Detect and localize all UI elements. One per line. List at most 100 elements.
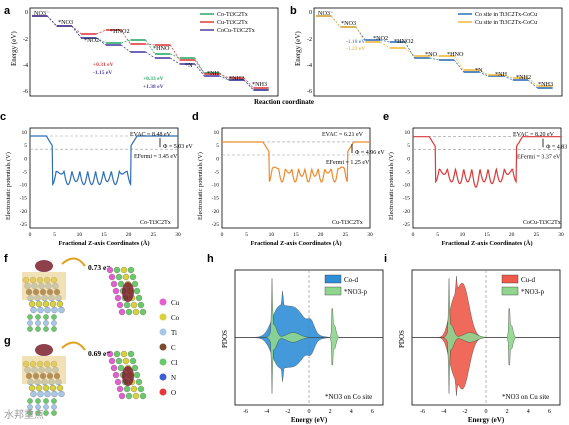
panel-f-label: f <box>4 253 8 265</box>
atom <box>44 390 51 398</box>
panel-a-ylabel: Energy (eV) <box>10 31 18 66</box>
co-site-connector <box>527 79 538 89</box>
xtick: 2 <box>506 409 509 415</box>
xtick: 0 <box>308 409 311 415</box>
xtick: 25 <box>343 232 349 238</box>
ytick: -5 <box>405 169 410 175</box>
xtick: -2 <box>462 409 467 415</box>
atom <box>43 320 49 326</box>
atom <box>43 410 49 416</box>
no3-p-pdos <box>235 278 383 394</box>
atom <box>27 314 33 320</box>
cu-site-connector <box>330 15 341 28</box>
atom <box>125 392 133 400</box>
xtick: 20 <box>126 232 132 238</box>
atom <box>131 364 139 372</box>
ytick: -25 <box>20 222 28 228</box>
legend-a-item: Co-Ti3C2Tx <box>217 12 248 18</box>
state-label: *NH3 <box>538 81 553 88</box>
atom <box>37 390 44 398</box>
xtick: 0 <box>485 409 488 415</box>
panel-b-ytick: -4 <box>307 63 312 69</box>
legend-swatch <box>324 286 342 296</box>
xtick: -6 <box>243 409 248 415</box>
co-connector <box>219 72 230 81</box>
atom <box>42 300 50 308</box>
atom <box>51 306 58 314</box>
state-label: *NH <box>207 70 220 77</box>
atom <box>58 306 65 314</box>
xtick: 0 <box>221 232 224 238</box>
state-label: *NO3 <box>341 20 356 27</box>
state-label: NO3⁻ <box>34 10 49 17</box>
cu-connector <box>96 29 106 35</box>
atom <box>110 364 118 372</box>
xtick: 4 <box>527 409 530 415</box>
watermark: 水邦重点 <box>4 410 44 421</box>
annotation-a: +0.31 eV <box>93 62 114 68</box>
state-label: *NH <box>495 71 508 78</box>
phi-label: Φ = 4.96 eV <box>355 150 385 156</box>
atom <box>131 280 139 288</box>
evac-label: EVAC = 8.20 eV <box>513 132 555 138</box>
state-label: *HNO2 <box>110 28 130 35</box>
atom <box>116 301 124 309</box>
co-site-connector <box>380 39 390 43</box>
xlabel: Energy (eV) <box>291 416 328 424</box>
co-connector <box>120 39 131 44</box>
potential-curve <box>30 135 178 187</box>
atom <box>127 350 135 358</box>
ylabel: Electrostatic potentials (V) <box>388 152 395 220</box>
atom <box>58 390 65 398</box>
co-site-connector <box>453 59 464 73</box>
atom <box>108 273 116 281</box>
ylabel: Electrostatic potentials (V) <box>197 152 204 220</box>
atom <box>120 266 128 274</box>
panel-a-ytick: -6 <box>23 89 28 95</box>
xtick: 4 <box>350 409 353 415</box>
atom <box>35 300 43 308</box>
adsorbate-density <box>122 366 134 386</box>
cu-connector <box>145 43 156 46</box>
co-connector <box>194 57 205 74</box>
efermi-label: EFermi = 3.45 eV <box>134 154 178 160</box>
xtick: 20 <box>509 232 515 238</box>
ylabel: PDOS <box>398 330 406 348</box>
legend-b-item: Cu site in Ti3C2Tx-CoCu <box>475 20 537 26</box>
ytick: -5 <box>214 169 219 175</box>
atom <box>43 398 49 404</box>
frame <box>412 127 562 229</box>
xtick: 5 <box>245 232 248 238</box>
state-label: *N <box>185 62 193 69</box>
xtick: 30 <box>367 232 373 238</box>
phi-label: Φ = 4.83 eV <box>546 145 569 151</box>
xtick: 30 <box>558 232 564 238</box>
state-label: *NO <box>425 51 438 58</box>
ytick: 0 <box>407 156 410 162</box>
state-label: *HNO <box>153 45 170 52</box>
cu-connector <box>120 29 131 45</box>
annotation-a: +0.33 eV <box>143 76 164 82</box>
ytick: -15 <box>403 196 411 202</box>
atom <box>116 385 124 393</box>
co-site-connector <box>478 71 489 77</box>
structure-f <box>22 257 147 332</box>
energy-profile-b <box>316 15 553 89</box>
caption: *NO3 on Co site <box>325 393 372 401</box>
legend-label: *NO3-p <box>521 288 544 296</box>
atom-legend: Cu Co Ti C Cl N O <box>159 298 180 397</box>
atom <box>122 273 130 281</box>
annotation-b: -1.23 eV <box>346 46 365 52</box>
panel-a-frame <box>29 7 279 97</box>
cu-connector <box>219 73 229 79</box>
atom <box>115 273 123 281</box>
potential-curve <box>413 136 561 188</box>
panel-f: f 0.73 e⁻ <box>4 253 147 332</box>
panel-d: d Electrostatic potentials (V) 10 5 0 -5 -10 -1… <box>192 111 385 247</box>
material-label: Cu-Ti3C2Tx <box>332 220 363 226</box>
co-connector <box>145 39 156 55</box>
ytick: -10 <box>212 183 220 189</box>
ytick: -20 <box>212 209 220 215</box>
co-site-connector <box>355 26 366 41</box>
